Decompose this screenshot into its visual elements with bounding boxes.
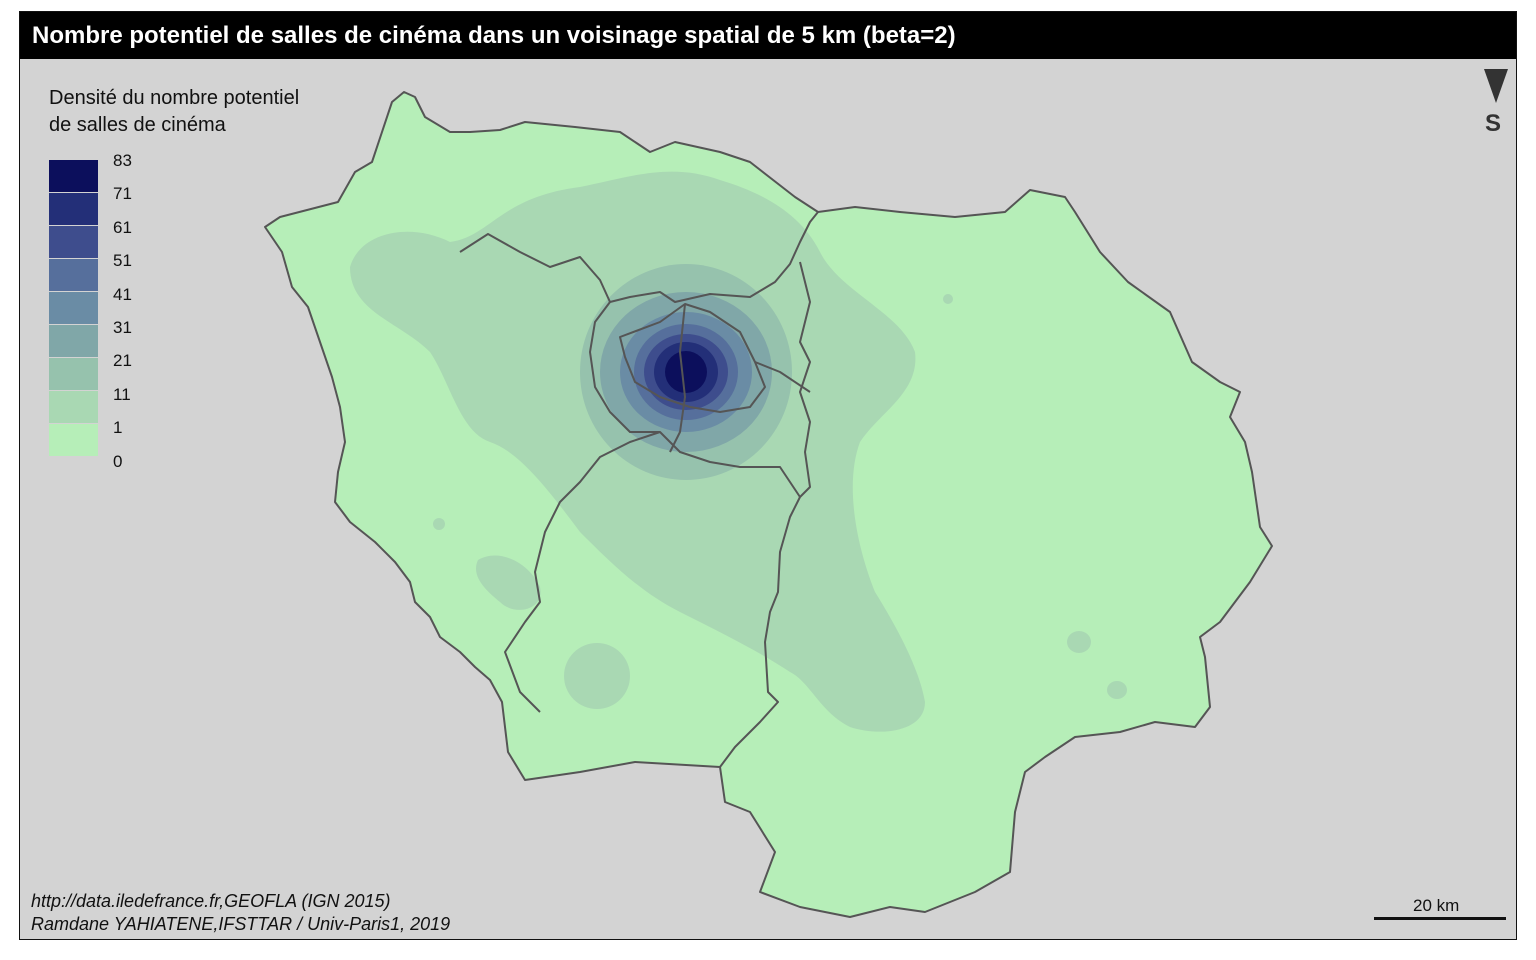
density-spot bbox=[564, 643, 630, 709]
legend-break-label: 71 bbox=[113, 184, 132, 204]
legend-title-line: Densité du nombre potentiel bbox=[49, 87, 300, 109]
north-arrow-icon bbox=[1484, 69, 1508, 103]
map-frame: Nombre potentiel de salles de cinéma dan… bbox=[19, 11, 1517, 940]
dept-boundary-inner-east bbox=[754, 361, 811, 393]
region-boundary bbox=[264, 91, 1273, 918]
legend-color-scale bbox=[49, 160, 98, 457]
title-bar: Nombre potentiel de salles de cinéma dan… bbox=[20, 12, 1516, 59]
north-arrow-letter: S bbox=[1485, 110, 1502, 137]
dept-boundary-east-inner bbox=[799, 261, 811, 498]
source-credits: http://data.iledefrance.fr,GEOFLA (IGN 2… bbox=[31, 890, 450, 936]
dept-boundary-inner-radial bbox=[669, 303, 686, 453]
legend-swatch bbox=[49, 358, 98, 391]
legend-swatch bbox=[49, 391, 98, 424]
legend-break-label: 51 bbox=[113, 251, 132, 271]
density-spot bbox=[1067, 631, 1091, 653]
legend-break-label: 83 bbox=[113, 151, 132, 170]
legend-break-label: 21 bbox=[113, 351, 132, 371]
dept-boundary-inner-ring bbox=[619, 303, 766, 413]
legend-title: Densité du nombre potentiel de salles de… bbox=[49, 85, 349, 139]
legend-break-label: 61 bbox=[113, 217, 132, 237]
legend-swatch bbox=[49, 193, 98, 226]
density-spot bbox=[1107, 681, 1127, 699]
legend-swatch bbox=[49, 259, 98, 292]
legend-break-label: 31 bbox=[113, 317, 132, 337]
map-title: Nombre potentiel de salles de cinéma dan… bbox=[32, 22, 956, 49]
scale-bar-label: 20 km bbox=[1413, 896, 1460, 915]
legend-break-labels: 83 71 61 51 41 31 21 11 1 0 bbox=[113, 151, 132, 485]
legend-break-label: 0 bbox=[113, 451, 123, 471]
legend-break-label: 41 bbox=[113, 284, 132, 304]
dept-boundary-south bbox=[504, 431, 801, 713]
legend-swatch bbox=[49, 424, 98, 457]
density-spot bbox=[433, 518, 445, 530]
legend-swatch bbox=[49, 226, 98, 259]
legend-break-label: 11 bbox=[113, 384, 131, 404]
legend-break-label: 1 bbox=[113, 418, 123, 438]
legend-swatch bbox=[49, 160, 98, 193]
dept-boundary-southeast bbox=[719, 496, 801, 768]
density-ring bbox=[665, 351, 707, 393]
department-boundaries bbox=[459, 211, 819, 768]
density-spot bbox=[943, 294, 953, 304]
legend-swatch bbox=[49, 325, 98, 358]
source-line: http://data.iledefrance.fr,GEOFLA (IGN 2… bbox=[31, 891, 391, 911]
dept-boundary-north bbox=[459, 211, 819, 303]
dept-boundary-west bbox=[589, 301, 660, 433]
legend-title-line: de salles de cinéma bbox=[49, 114, 226, 136]
density-spot bbox=[476, 555, 541, 610]
scale-bar bbox=[1374, 917, 1506, 920]
legend-swatch bbox=[49, 292, 98, 325]
density-map bbox=[264, 91, 1273, 918]
source-line: Ramdane YAHIATENE,IFSTTAR / Univ-Paris1,… bbox=[31, 914, 451, 934]
